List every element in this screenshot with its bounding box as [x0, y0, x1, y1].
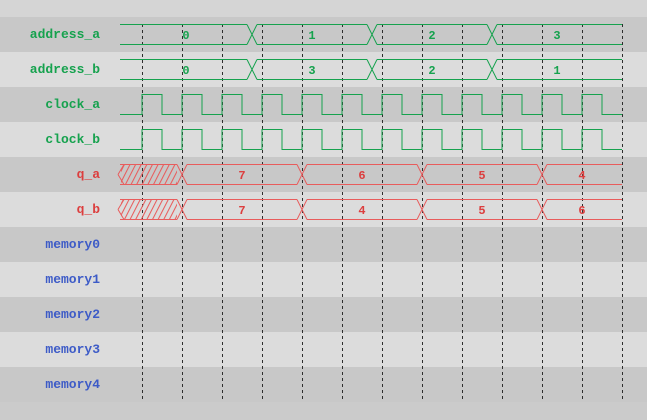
bus-transition-x [296, 164, 308, 185]
bus-transition-x [296, 199, 308, 220]
bus-transition-x [366, 24, 378, 45]
hatch-left-taper [117, 164, 125, 175]
bus-value: 1 [553, 64, 560, 78]
bus-value: 2 [428, 64, 435, 78]
bus-transition-x [366, 59, 378, 80]
hatch-left-taper [117, 209, 125, 220]
signal-label-address_b[interactable]: address_b [29, 62, 100, 77]
bus-transition-x [416, 164, 428, 185]
hatch-left-taper [117, 174, 125, 185]
row-clock_b [0, 122, 647, 157]
bus-value: 5 [478, 169, 485, 183]
bus-transition-x [416, 199, 428, 220]
signal-label-memory4[interactable]: memory4 [45, 377, 100, 392]
signal-label-memory3[interactable]: memory3 [45, 342, 100, 357]
row-memory0 [0, 227, 647, 262]
row-memory3 [0, 332, 647, 367]
bus-transition-x [246, 24, 258, 45]
bus-value: 0 [182, 64, 189, 78]
row-q_b [0, 192, 647, 227]
signal-label-clock_a[interactable]: clock_a [45, 97, 100, 112]
unknown-value-hatch [121, 165, 177, 184]
row-memory4 [0, 367, 647, 402]
clock-wave-clock_a [120, 94, 622, 115]
bus-value: 5 [478, 204, 485, 218]
bus-transition-x [486, 24, 498, 45]
signal-label-address_a[interactable]: address_a [29, 27, 100, 42]
signal-label-q_b[interactable]: q_b [76, 202, 100, 217]
bus-value: 3 [553, 29, 560, 43]
clock-wave-clock_b [120, 129, 622, 150]
bus-transition-x [176, 164, 188, 185]
bus-value: 1 [308, 29, 315, 43]
row-address_a [0, 17, 647, 52]
bus-value: 7 [238, 204, 245, 218]
bus-transition-x [176, 199, 188, 220]
bus-value: 2 [428, 29, 435, 43]
bus-value: 0 [182, 29, 189, 43]
row-memory2 [0, 297, 647, 332]
bus-value: 6 [578, 204, 585, 218]
bus-transition-x [486, 59, 498, 80]
bus-value: 7 [238, 169, 245, 183]
signal-label-q_a[interactable]: q_a [76, 167, 100, 182]
bus-transition-x [536, 164, 548, 185]
row-memory1 [0, 262, 647, 297]
row-clock_a [0, 87, 647, 122]
signal-label-memory1[interactable]: memory1 [45, 272, 100, 287]
bus-value: 4 [578, 169, 585, 183]
hatch-left-taper [117, 199, 125, 210]
bus-value: 3 [308, 64, 315, 78]
row-q_a [0, 157, 647, 192]
top-strip [0, 0, 647, 17]
signal-label-memory0[interactable]: memory0 [45, 237, 100, 252]
bus-value: 4 [358, 204, 365, 218]
bus-value: 6 [358, 169, 365, 183]
bus-transition-x [536, 199, 548, 220]
signal-label-memory2[interactable]: memory2 [45, 307, 100, 322]
row-address_b [0, 52, 647, 87]
bus-transition-x [246, 59, 258, 80]
signal-label-clock_b[interactable]: clock_b [45, 132, 100, 147]
unknown-value-hatch [121, 200, 177, 219]
